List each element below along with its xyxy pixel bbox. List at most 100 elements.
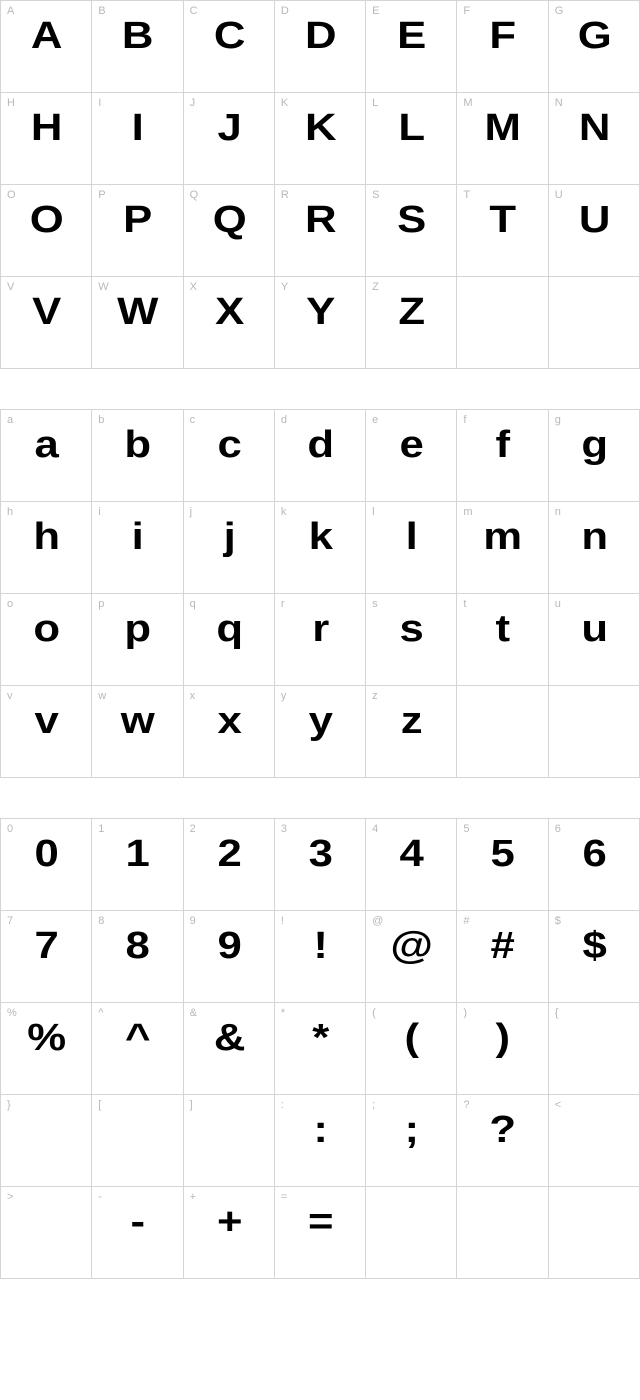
glyph-cell: HH — [1, 93, 92, 185]
glyph-display: I — [86, 107, 190, 150]
glyph-cell: yy — [275, 686, 366, 778]
filler-cell — [457, 277, 548, 369]
character-map: AABBCCDDEEFFGGHHIIJJKKLLMMNNOOPPQQRRSSTT… — [0, 0, 640, 1279]
glyph-cell: tt — [457, 594, 548, 686]
glyph-cell: :: — [275, 1095, 366, 1187]
glyph-display: H — [0, 107, 98, 150]
glyph-cell: II — [92, 93, 183, 185]
glyph-display: X — [177, 291, 281, 334]
glyph-cell: OO — [1, 185, 92, 277]
glyph-display: : — [268, 1109, 372, 1152]
glyph-cell: !! — [275, 911, 366, 1003]
glyph-cell: gg — [549, 410, 640, 502]
glyph-display: Z — [359, 291, 463, 334]
glyph-display: e — [359, 424, 463, 467]
glyph-cell: -- — [92, 1187, 183, 1279]
glyph-cell: @@ — [366, 911, 457, 1003]
glyph-display: ; — [359, 1109, 463, 1152]
glyph-cell: AA — [1, 1, 92, 93]
filler-cell — [549, 686, 640, 778]
glyph-cell: JJ — [184, 93, 275, 185]
glyph-display: J — [177, 107, 281, 150]
glyph-cell: > — [1, 1187, 92, 1279]
glyph-cell: 33 — [275, 819, 366, 911]
glyph-display: U — [542, 199, 640, 242]
glyph-display: V — [0, 291, 98, 334]
glyph-section-lowercase: aabbccddeeffgghhiijjkkllmmnnooppqqrrsstt… — [0, 409, 640, 778]
glyph-display: Q — [177, 199, 281, 242]
glyph-display: O — [0, 199, 98, 242]
glyph-display: 0 — [0, 833, 98, 876]
glyph-display: Y — [268, 291, 372, 334]
glyph-cell: mm — [457, 502, 548, 594]
glyph-display: N — [542, 107, 640, 150]
glyph-display: j — [177, 516, 281, 559]
glyph-display: 3 — [268, 833, 372, 876]
glyph-display: i — [86, 516, 190, 559]
glyph-cell: == — [275, 1187, 366, 1279]
glyph-cell: ;; — [366, 1095, 457, 1187]
glyph-cell: ss — [366, 594, 457, 686]
glyph-display: - — [86, 1201, 190, 1244]
glyph-cell: 11 — [92, 819, 183, 911]
glyph-display: r — [268, 608, 372, 651]
glyph-display: h — [0, 516, 98, 559]
glyph-display: = — [268, 1201, 372, 1244]
glyph-cell: 22 — [184, 819, 275, 911]
glyph-display: f — [451, 424, 555, 467]
glyph-cell: qq — [184, 594, 275, 686]
glyph-cell: %% — [1, 1003, 92, 1095]
glyph-cell: nn — [549, 502, 640, 594]
glyph-cell: 00 — [1, 819, 92, 911]
glyph-display: T — [451, 199, 555, 242]
glyph-cell: 44 — [366, 819, 457, 911]
glyph-cell: && — [184, 1003, 275, 1095]
glyph-cell: jj — [184, 502, 275, 594]
glyph-display: ! — [268, 925, 372, 968]
glyph-cell: 55 — [457, 819, 548, 911]
glyph-cell: (( — [366, 1003, 457, 1095]
glyph-cell: 99 — [184, 911, 275, 1003]
glyph-cell: SS — [366, 185, 457, 277]
glyph-display: k — [268, 516, 372, 559]
glyph-display: C — [177, 15, 281, 58]
glyph-cell: BB — [92, 1, 183, 93]
glyph-cell: EE — [366, 1, 457, 93]
glyph-cell: ?? — [457, 1095, 548, 1187]
glyph-display: m — [451, 516, 555, 559]
glyph-display: ) — [451, 1017, 555, 1060]
glyph-cell: } — [1, 1095, 92, 1187]
filler-cell — [457, 686, 548, 778]
glyph-cell: dd — [275, 410, 366, 502]
glyph-cell: RR — [275, 185, 366, 277]
glyph-display: * — [268, 1017, 372, 1060]
glyph-display: K — [268, 107, 372, 150]
glyph-cell: XX — [184, 277, 275, 369]
glyph-section-uppercase: AABBCCDDEEFFGGHHIIJJKKLLMMNNOOPPQQRRSSTT… — [0, 0, 640, 369]
glyph-cell: ff — [457, 410, 548, 502]
glyph-display: d — [268, 424, 372, 467]
glyph-display: t — [451, 608, 555, 651]
filler-cell — [549, 277, 640, 369]
glyph-cell: uu — [549, 594, 640, 686]
glyph-display: ( — [359, 1017, 463, 1060]
glyph-cell: cc — [184, 410, 275, 502]
glyph-cell: zz — [366, 686, 457, 778]
glyph-display: @ — [359, 925, 463, 968]
glyph-display: l — [359, 516, 463, 559]
glyph-cell: WW — [92, 277, 183, 369]
glyph-cell: FF — [457, 1, 548, 93]
glyph-cell: VV — [1, 277, 92, 369]
glyph-display: 2 — [177, 833, 281, 876]
glyph-display: g — [542, 424, 640, 467]
glyph-display: b — [86, 424, 190, 467]
glyph-cell: kk — [275, 502, 366, 594]
glyph-cell: CC — [184, 1, 275, 93]
glyph-cell: $$ — [549, 911, 640, 1003]
glyph-cell: pp — [92, 594, 183, 686]
glyph-display: L — [359, 107, 463, 150]
glyph-display: % — [0, 1017, 98, 1060]
glyph-cell: TT — [457, 185, 548, 277]
glyph-display: u — [542, 608, 640, 651]
glyph-cell: GG — [549, 1, 640, 93]
